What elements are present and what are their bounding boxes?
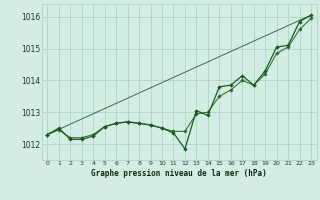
X-axis label: Graphe pression niveau de la mer (hPa): Graphe pression niveau de la mer (hPa): [91, 169, 267, 178]
